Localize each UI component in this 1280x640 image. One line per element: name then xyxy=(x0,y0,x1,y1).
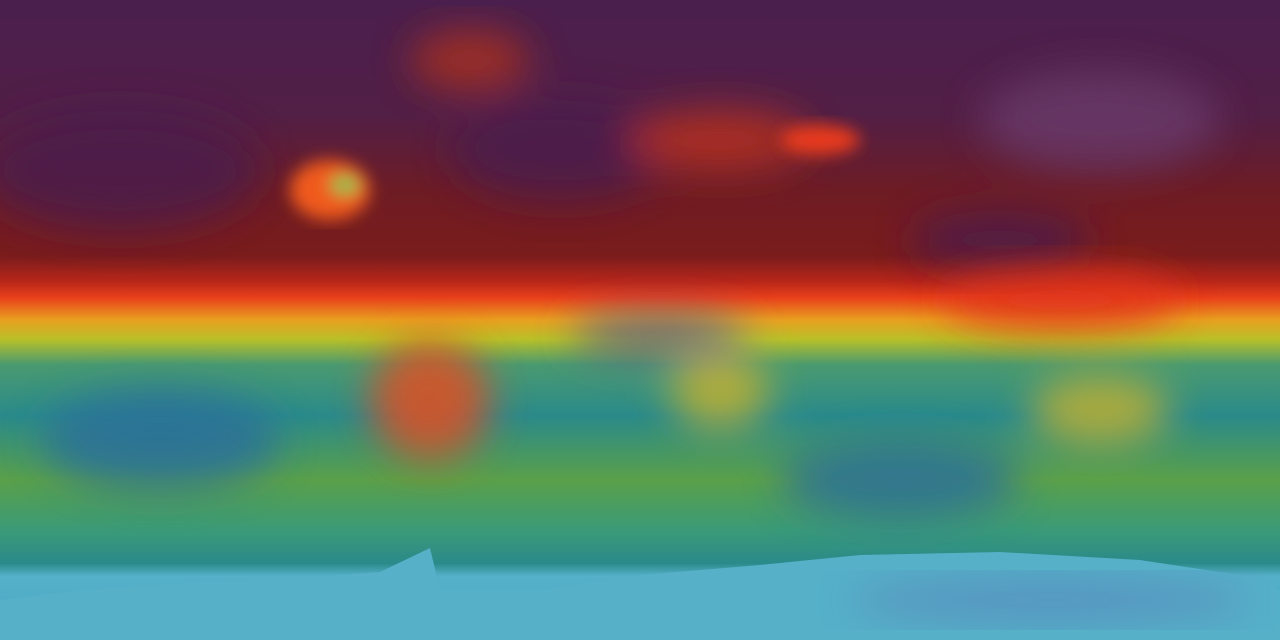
north-america-emissions xyxy=(290,125,860,220)
antarctica-plateau xyxy=(850,575,1250,625)
northern-swirls xyxy=(0,30,1220,270)
southern-features xyxy=(40,270,1180,520)
